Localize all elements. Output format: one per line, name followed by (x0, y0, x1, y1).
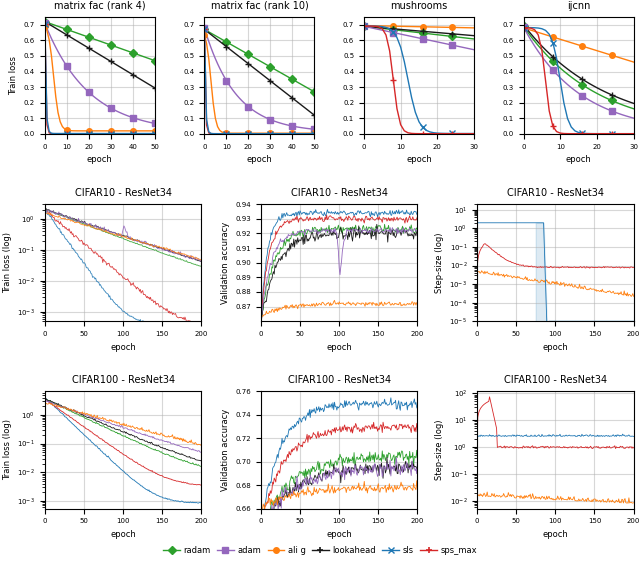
Title: CIFAR10 - ResNet34: CIFAR10 - ResNet34 (291, 188, 388, 198)
Title: ijcnn: ijcnn (567, 1, 590, 11)
Title: CIFAR100 - ResNet34: CIFAR100 - ResNet34 (287, 375, 391, 385)
Y-axis label: Validation accuracy: Validation accuracy (221, 221, 230, 304)
Legend: radam, adam, ali g, lookahead, sls, sps_max: radam, adam, ali g, lookahead, sls, sps_… (160, 542, 480, 558)
X-axis label: epoch: epoch (110, 530, 136, 539)
Title: CIFAR10 - ResNet34: CIFAR10 - ResNet34 (507, 188, 604, 198)
X-axis label: epoch: epoch (87, 155, 113, 164)
Title: matrix fac (rank 10): matrix fac (rank 10) (211, 1, 308, 11)
Y-axis label: Validation accuracy: Validation accuracy (221, 409, 230, 491)
Y-axis label: Train loss (log): Train loss (log) (3, 232, 12, 293)
Y-axis label: Train loss (log): Train loss (log) (3, 419, 12, 480)
X-axis label: epoch: epoch (543, 342, 568, 351)
X-axis label: epoch: epoch (543, 530, 568, 539)
X-axis label: epoch: epoch (246, 155, 272, 164)
Y-axis label: Step-size (log): Step-size (log) (435, 420, 444, 480)
Y-axis label: Train loss: Train loss (9, 56, 19, 95)
X-axis label: epoch: epoch (566, 155, 591, 164)
Title: CIFAR100 - ResNet34: CIFAR100 - ResNet34 (72, 375, 175, 385)
X-axis label: epoch: epoch (406, 155, 432, 164)
Title: mushrooms: mushrooms (390, 1, 447, 11)
Title: CIFAR100 - ResNet34: CIFAR100 - ResNet34 (504, 375, 607, 385)
X-axis label: epoch: epoch (326, 342, 352, 351)
X-axis label: epoch: epoch (110, 342, 136, 351)
Y-axis label: Step-size (log): Step-size (log) (435, 232, 444, 293)
X-axis label: epoch: epoch (326, 530, 352, 539)
Title: CIFAR10 - ResNet34: CIFAR10 - ResNet34 (75, 188, 172, 198)
Title: matrix fac (rank 4): matrix fac (rank 4) (54, 1, 146, 11)
